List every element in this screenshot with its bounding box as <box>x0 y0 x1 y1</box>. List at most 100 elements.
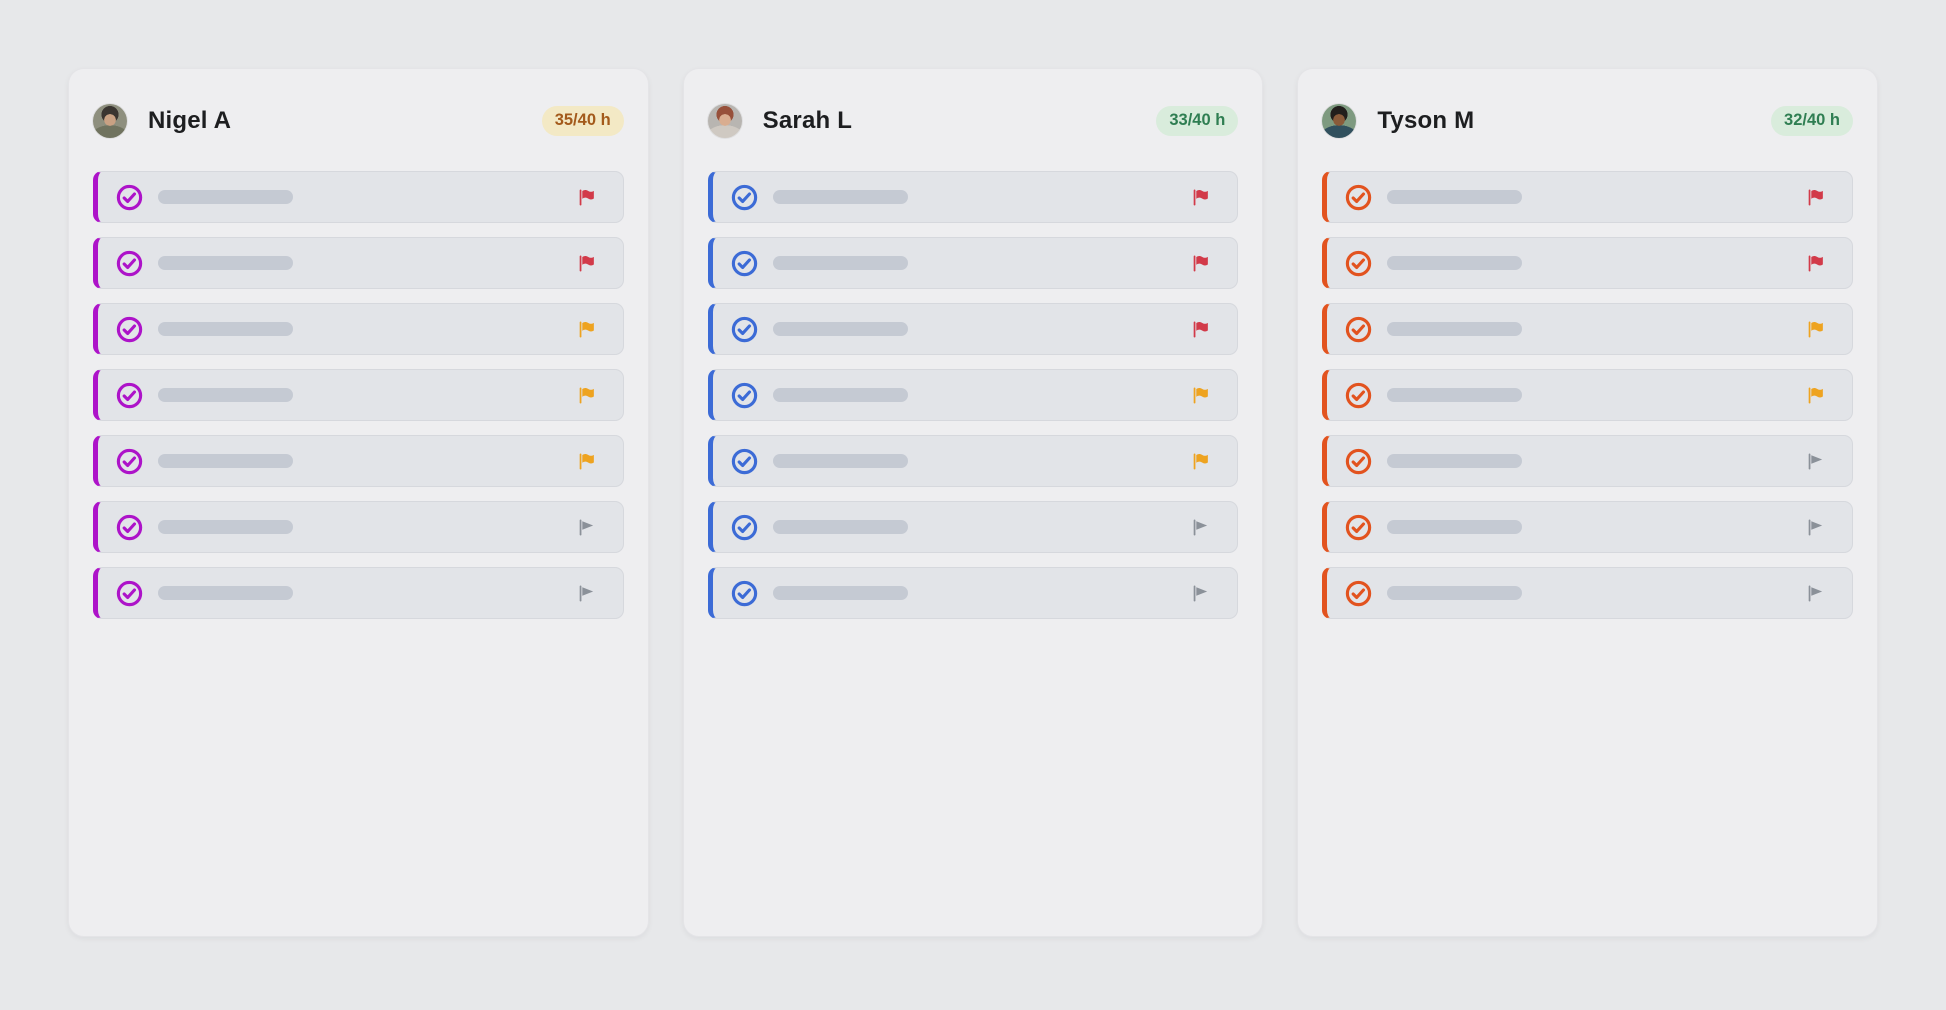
task-title-placeholder <box>772 256 908 270</box>
flag-amber-icon[interactable] <box>576 319 597 340</box>
avatar <box>1322 104 1357 138</box>
task-title-placeholder <box>158 586 293 600</box>
task-title-placeholder <box>158 256 293 270</box>
task-row[interactable] <box>707 567 1239 619</box>
check-circle-icon[interactable] <box>115 579 144 608</box>
flag-amber-icon[interactable] <box>576 385 597 406</box>
task-title-placeholder <box>158 190 293 204</box>
check-circle-icon[interactable] <box>1344 579 1373 608</box>
task-list <box>1322 171 1854 619</box>
task-title-placeholder <box>772 520 908 534</box>
task-row[interactable] <box>707 369 1239 421</box>
flag-red-icon[interactable] <box>1805 187 1826 208</box>
task-row[interactable] <box>707 435 1239 487</box>
check-circle-icon[interactable] <box>730 381 759 410</box>
pennant-flag-icon[interactable] <box>576 517 597 538</box>
check-circle-icon[interactable] <box>1344 249 1373 278</box>
task-row[interactable] <box>93 567 624 619</box>
hours-badge: 32/40 h <box>1771 106 1854 136</box>
task-title-placeholder <box>1387 322 1523 336</box>
check-circle-icon[interactable] <box>115 183 144 212</box>
task-row[interactable] <box>1322 501 1854 553</box>
flag-amber-icon[interactable] <box>1190 451 1211 472</box>
check-circle-icon[interactable] <box>1344 513 1373 542</box>
task-row[interactable] <box>707 237 1239 289</box>
task-title-placeholder <box>158 322 293 336</box>
flag-amber-icon[interactable] <box>1805 319 1826 340</box>
task-list <box>707 171 1239 619</box>
flag-red-icon[interactable] <box>1190 253 1211 274</box>
task-row[interactable] <box>93 171 624 223</box>
flag-amber-icon[interactable] <box>576 451 597 472</box>
flag-red-icon[interactable] <box>576 253 597 274</box>
flag-red-icon[interactable] <box>576 187 597 208</box>
task-title-placeholder <box>158 454 293 468</box>
check-circle-icon[interactable] <box>115 381 144 410</box>
pennant-flag-icon[interactable] <box>1190 517 1211 538</box>
task-title-placeholder <box>772 454 908 468</box>
task-row[interactable] <box>1322 369 1854 421</box>
task-row[interactable] <box>707 171 1239 223</box>
task-title-placeholder <box>158 388 293 402</box>
task-row[interactable] <box>93 369 624 421</box>
check-circle-icon[interactable] <box>1344 315 1373 344</box>
task-row[interactable] <box>707 501 1239 553</box>
pennant-flag-icon[interactable] <box>1805 517 1826 538</box>
check-circle-icon[interactable] <box>730 315 759 344</box>
task-title-placeholder <box>1387 256 1523 270</box>
check-circle-icon[interactable] <box>115 249 144 278</box>
hours-badge: 35/40 h <box>541 106 624 136</box>
task-title-placeholder <box>1387 388 1523 402</box>
check-circle-icon[interactable] <box>730 183 759 212</box>
task-title-placeholder <box>772 586 908 600</box>
check-circle-icon[interactable] <box>115 315 144 344</box>
flag-amber-icon[interactable] <box>1190 385 1211 406</box>
task-row[interactable] <box>93 435 624 487</box>
pennant-flag-icon[interactable] <box>1805 451 1826 472</box>
task-title-placeholder <box>1387 190 1523 204</box>
pennant-flag-icon[interactable] <box>1805 583 1826 604</box>
pennant-flag-icon[interactable] <box>1190 583 1211 604</box>
check-circle-icon[interactable] <box>115 513 144 542</box>
task-row[interactable] <box>1322 171 1854 223</box>
flag-red-icon[interactable] <box>1190 187 1211 208</box>
team-board: Nigel A 35/40 h <box>68 68 1879 937</box>
task-title-placeholder <box>158 520 293 534</box>
task-title-placeholder <box>1387 454 1523 468</box>
check-circle-icon[interactable] <box>1344 447 1373 476</box>
flag-amber-icon[interactable] <box>1805 385 1826 406</box>
task-row[interactable] <box>1322 567 1854 619</box>
task-row[interactable] <box>93 303 624 355</box>
flag-red-icon[interactable] <box>1805 253 1826 274</box>
task-row[interactable] <box>707 303 1239 355</box>
avatar <box>93 104 127 138</box>
member-name: Tyson M <box>1377 107 1475 134</box>
task-list <box>93 171 624 619</box>
member-header: Nigel A 35/40 h <box>93 104 624 138</box>
check-circle-icon[interactable] <box>1344 381 1373 410</box>
member-card: Tyson M 32/40 h <box>1297 68 1879 937</box>
member-header: Tyson M 32/40 h <box>1322 104 1854 138</box>
task-title-placeholder <box>772 190 908 204</box>
task-row[interactable] <box>93 237 624 289</box>
task-row[interactable] <box>1322 435 1854 487</box>
check-circle-icon[interactable] <box>730 579 759 608</box>
flag-red-icon[interactable] <box>1190 319 1211 340</box>
task-title-placeholder <box>772 388 908 402</box>
member-card: Nigel A 35/40 h <box>68 68 649 937</box>
task-row[interactable] <box>1322 303 1854 355</box>
task-title-placeholder <box>1387 520 1523 534</box>
task-row[interactable] <box>93 501 624 553</box>
check-circle-icon[interactable] <box>730 513 759 542</box>
avatar <box>707 104 742 138</box>
check-circle-icon[interactable] <box>730 249 759 278</box>
check-circle-icon[interactable] <box>1344 183 1373 212</box>
check-circle-icon[interactable] <box>115 447 144 476</box>
task-row[interactable] <box>1322 237 1854 289</box>
check-circle-icon[interactable] <box>730 447 759 476</box>
member-name: Nigel A <box>148 107 232 134</box>
member-card: Sarah L 33/40 h <box>682 68 1264 937</box>
pennant-flag-icon[interactable] <box>576 583 597 604</box>
member-name: Sarah L <box>762 107 853 134</box>
hours-badge: 33/40 h <box>1156 106 1239 136</box>
